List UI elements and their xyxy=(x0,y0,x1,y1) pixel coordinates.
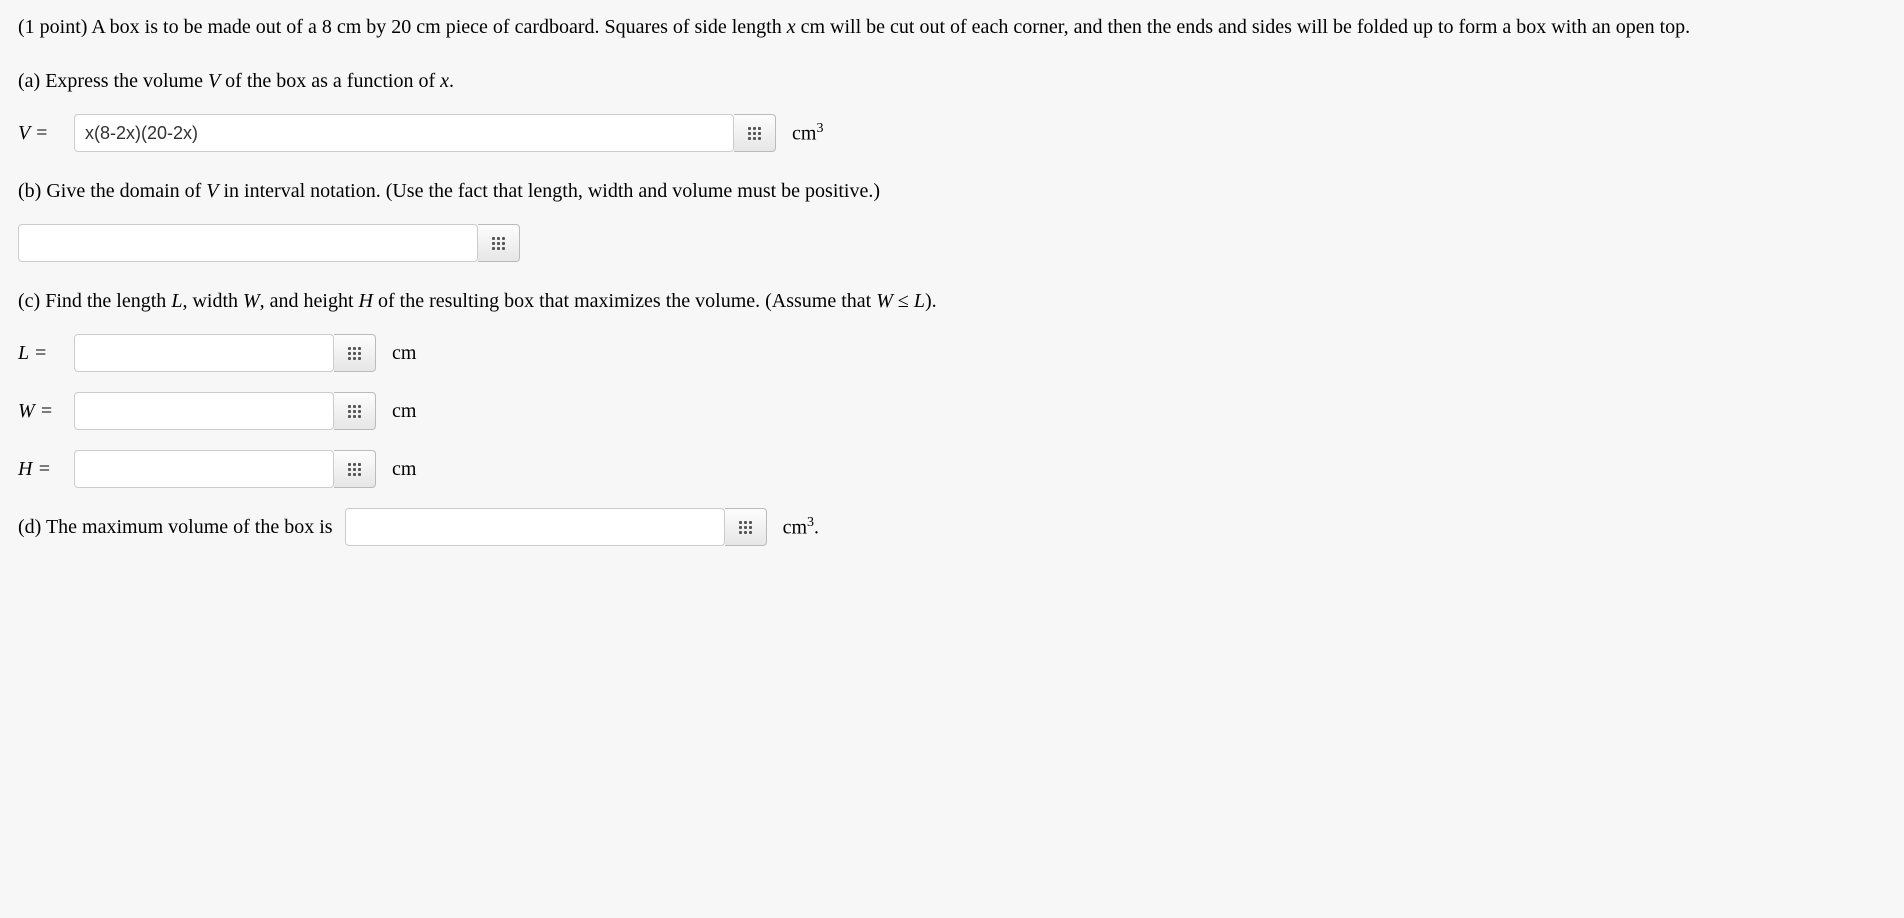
var-H: H xyxy=(359,290,373,312)
var-W2: W xyxy=(876,290,893,312)
part-b-text-1: (b) Give the domain of xyxy=(18,180,206,202)
height-input[interactable] xyxy=(74,450,334,488)
var-V2: V xyxy=(206,180,218,202)
unit-cm-h: cm xyxy=(392,454,416,484)
var-W: W xyxy=(243,290,260,312)
problem-intro: (1 point) A box is to be made out of a 8… xyxy=(18,12,1886,42)
part-a-label: (a) Express the volume V of the box as a… xyxy=(18,66,1886,96)
keypad-icon xyxy=(348,347,361,360)
keypad-icon xyxy=(348,405,361,418)
keypad-button-domain[interactable] xyxy=(478,224,520,262)
maxvol-input[interactable] xyxy=(345,508,725,546)
unit-cm-w: cm xyxy=(392,396,416,426)
part-c-label: (c) Find the length L, width W, and heig… xyxy=(18,286,1886,316)
row-domain xyxy=(18,224,1886,262)
intro-text-3: cm piece of cardboard. Squares of side l… xyxy=(411,16,786,38)
part-a-text-2: of the box as a function of xyxy=(220,70,440,92)
domain-input[interactable] xyxy=(18,224,478,262)
part-b-label: (b) Give the domain of V in interval not… xyxy=(18,176,1886,206)
var-x2: x xyxy=(440,70,449,92)
part-c-text-3: , and height xyxy=(260,290,359,312)
keypad-icon xyxy=(348,463,361,476)
unit-cm-l: cm xyxy=(392,338,416,368)
label-L: L = xyxy=(18,338,66,368)
unit-cm3-d: cm3. xyxy=(783,512,819,543)
part-c-text-6: ). xyxy=(925,290,937,312)
part-d-label: (d) The maximum volume of the box is xyxy=(18,512,333,542)
row-volume: V = cm3 xyxy=(18,114,1886,152)
part-c-text-4: of the resulting box that maximizes the … xyxy=(373,290,876,312)
keypad-icon xyxy=(748,127,761,140)
label-V: V = xyxy=(18,118,66,148)
var-x: x xyxy=(787,16,796,38)
length-input[interactable] xyxy=(74,334,334,372)
unit-cm3-v: cm3 xyxy=(792,118,823,149)
keypad-button-maxvol[interactable] xyxy=(725,508,767,546)
row-W: W = cm xyxy=(18,392,1886,430)
part-b-text-2: in interval notation. (Use the fact that… xyxy=(219,180,881,202)
part-a-text-3: . xyxy=(449,70,454,92)
keypad-button-h[interactable] xyxy=(334,450,376,488)
part-c-text-5: ≤ xyxy=(893,290,914,312)
var-L2: L xyxy=(914,290,925,312)
part-a-text-1: (a) Express the volume xyxy=(18,70,208,92)
keypad-button-l[interactable] xyxy=(334,334,376,372)
keypad-button-v[interactable] xyxy=(734,114,776,152)
keypad-button-w[interactable] xyxy=(334,392,376,430)
part-c-text-2: , width xyxy=(182,290,243,312)
var-V: V xyxy=(208,70,220,92)
keypad-icon xyxy=(492,237,505,250)
keypad-icon xyxy=(739,521,752,534)
var-L: L xyxy=(171,290,182,312)
row-maxvol: (d) The maximum volume of the box is cm3… xyxy=(18,508,1886,546)
width-input[interactable] xyxy=(74,392,334,430)
row-L: L = cm xyxy=(18,334,1886,372)
row-H: H = cm xyxy=(18,450,1886,488)
label-W: W = xyxy=(18,396,66,426)
part-c-text-1: (c) Find the length xyxy=(18,290,171,312)
num-8: 8 xyxy=(322,16,332,38)
intro-text-1: (1 point) A box is to be made out of a xyxy=(18,16,322,38)
volume-input[interactable] xyxy=(74,114,734,152)
intro-text-2: cm by xyxy=(332,16,391,38)
intro-text-4: cm will be cut out of each corner, and t… xyxy=(796,16,1691,38)
label-H: H = xyxy=(18,454,66,484)
num-20: 20 xyxy=(391,16,411,38)
